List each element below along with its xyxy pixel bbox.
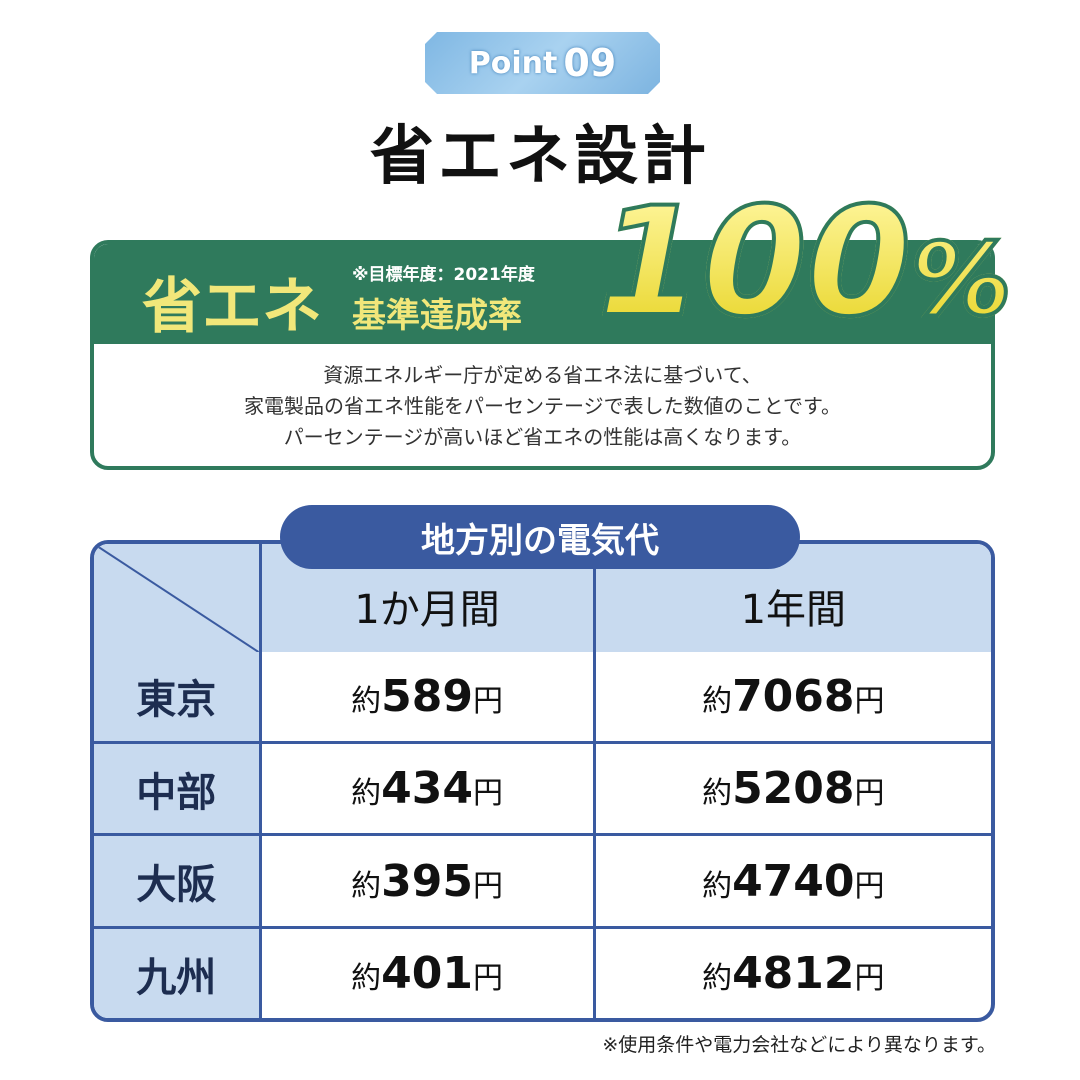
suffix: 円 bbox=[854, 961, 885, 997]
cost-value: 4740 bbox=[732, 855, 855, 907]
description-line: 家電製品の省エネ性能をパーセンテージで表した数値のことです。 bbox=[244, 394, 841, 418]
corner-cell bbox=[94, 544, 262, 652]
prefix: 約 bbox=[702, 683, 733, 719]
prefix: 約 bbox=[351, 776, 382, 812]
rate-label: 基準達成率 bbox=[352, 296, 522, 336]
table-row: 中部 約434円 約5208円 bbox=[94, 740, 991, 837]
cost-year: 約5208円 bbox=[592, 740, 991, 837]
description-line: 資源エネルギー庁が定める省エネ法に基づいて、 bbox=[323, 363, 762, 387]
electricity-cost-table: 1か月間 1年間 東京 約589円 約7068円 中部 約434円 約5208円 大阪 約39… bbox=[90, 540, 995, 1022]
cost-value: 395 bbox=[381, 855, 473, 907]
page-title: 省エネ設計 bbox=[370, 120, 710, 194]
cost-value: 4812 bbox=[732, 948, 855, 1000]
suffix: 円 bbox=[854, 776, 885, 812]
suffix: 円 bbox=[854, 683, 885, 719]
rate-value: 100% bbox=[596, 186, 1013, 340]
energy-description: 資源エネルギー庁が定める省エネ法に基づいて、 家電製品の省エネ性能をパーセンテー… bbox=[94, 344, 991, 453]
footnote: ※使用条件や電力会社などにより異なります。 bbox=[602, 1034, 996, 1056]
table-title: 地方別の電気代 bbox=[280, 505, 800, 569]
cost-value: 434 bbox=[381, 763, 473, 815]
region-name: 中部 bbox=[94, 740, 262, 837]
suffix: 円 bbox=[472, 683, 503, 719]
energy-header: 省エネ ※目標年度：2021年度 基準達成率 bbox=[94, 244, 991, 344]
energy-panel: 省エネ ※目標年度：2021年度 基準達成率 資源エネルギー庁が定める省エネ法に… bbox=[90, 240, 995, 470]
prefix: 約 bbox=[351, 961, 382, 997]
cost-value: 5208 bbox=[732, 763, 855, 815]
cost-month: 約395円 bbox=[258, 833, 596, 930]
region-name: 大阪 bbox=[94, 833, 262, 930]
cost-value: 589 bbox=[381, 670, 473, 722]
suffix: 円 bbox=[854, 868, 885, 904]
prefix: 約 bbox=[351, 868, 382, 904]
prefix: 約 bbox=[351, 683, 382, 719]
suffix: 円 bbox=[472, 868, 503, 904]
badge-label: Point bbox=[468, 45, 558, 81]
prefix: 約 bbox=[702, 868, 733, 904]
region-name: 東京 bbox=[94, 652, 262, 744]
badge-number: 09 bbox=[563, 41, 617, 85]
rate-number: 100 bbox=[596, 176, 913, 350]
rate-unit: % bbox=[909, 221, 1013, 338]
table-row: 東京 約589円 約7068円 bbox=[94, 652, 991, 744]
cost-month: 約434円 bbox=[258, 740, 596, 837]
point-badge: Point 09 bbox=[425, 32, 660, 94]
energy-label: 省エネ bbox=[142, 272, 322, 342]
description-line: パーセンテージが高いほど省エネの性能は高くなります。 bbox=[283, 425, 802, 449]
table-row: 大阪 約395円 約4740円 bbox=[94, 833, 991, 930]
suffix: 円 bbox=[472, 776, 503, 812]
cost-year: 約7068円 bbox=[592, 652, 991, 744]
cost-value: 7068 bbox=[732, 670, 855, 722]
prefix: 約 bbox=[702, 961, 733, 997]
cost-month: 約589円 bbox=[258, 652, 596, 744]
region-name: 九州 bbox=[94, 926, 262, 1018]
cost-year: 約4812円 bbox=[592, 926, 991, 1018]
table-row: 九州 約401円 約4812円 bbox=[94, 926, 991, 1018]
cost-value: 401 bbox=[381, 948, 473, 1000]
cost-year: 約4740円 bbox=[592, 833, 991, 930]
suffix: 円 bbox=[472, 961, 503, 997]
cost-month: 約401円 bbox=[258, 926, 596, 1018]
prefix: 約 bbox=[702, 776, 733, 812]
target-year-note: ※目標年度：2021年度 bbox=[352, 265, 535, 285]
